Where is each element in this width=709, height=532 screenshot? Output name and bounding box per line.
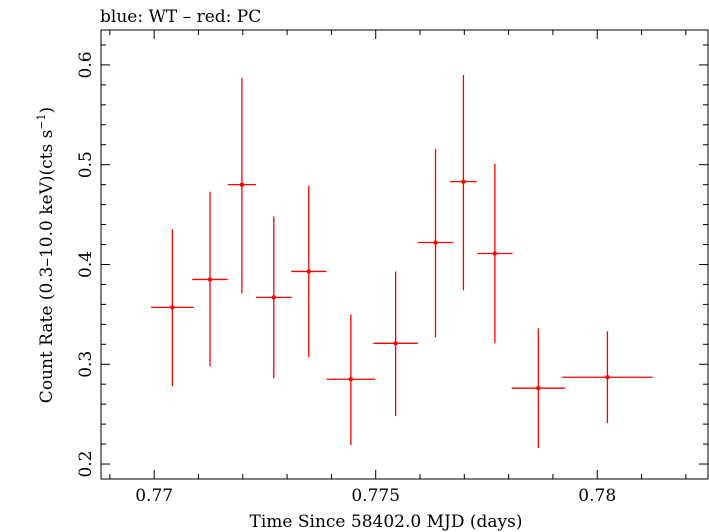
chart-title: blue: WT – red: PC	[100, 7, 261, 27]
y-axis-label: Count Rate (0.3–10.0 keV)(cts s−1)	[35, 107, 57, 403]
data-point	[511, 328, 565, 449]
x-tick-label: 0.775	[351, 486, 400, 506]
data-marker	[306, 269, 311, 274]
x-tick-label: 0.77	[135, 486, 173, 506]
plot-frame	[100, 29, 709, 480]
data-point	[417, 148, 454, 338]
data-point	[256, 216, 292, 379]
data-marker	[170, 305, 175, 310]
data-marker	[348, 377, 354, 382]
data-marker	[271, 295, 276, 300]
y-axis-label-exponent: −1	[35, 113, 48, 129]
y-tick-label: 0.6	[76, 51, 96, 78]
data-point	[227, 77, 257, 294]
axis-ticks: 0.77 0.775 0.78 0.2 0.3 0.4 0.5 0.6	[76, 30, 708, 506]
data-marker	[605, 375, 610, 380]
y-tick-label: 0.3	[76, 351, 96, 378]
data-point	[562, 331, 653, 424]
x-axis-label: Time Since 58402.0 MJD (days)	[250, 512, 523, 532]
data-point	[291, 185, 327, 358]
y-tick-label: 0.5	[76, 151, 96, 178]
data-point	[192, 191, 228, 367]
data-point	[151, 229, 194, 387]
data-marker	[536, 386, 541, 391]
data-point	[477, 163, 513, 344]
data-points	[151, 74, 653, 449]
x-tick-label: 0.78	[578, 486, 616, 506]
y-tick-label: 0.2	[76, 451, 96, 478]
data-marker	[207, 277, 213, 282]
data-point	[326, 314, 376, 446]
data-marker	[433, 240, 438, 245]
y-axis-label-close: )	[37, 107, 57, 114]
data-marker	[492, 251, 498, 256]
y-tick-label: 0.4	[76, 251, 96, 278]
data-marker	[461, 179, 466, 184]
y-axis-label-main: Count Rate (0.3–10.0 keV)(cts s	[37, 130, 57, 404]
data-marker	[239, 182, 245, 187]
data-marker	[393, 341, 398, 346]
data-point	[450, 74, 477, 291]
data-point	[373, 271, 418, 417]
